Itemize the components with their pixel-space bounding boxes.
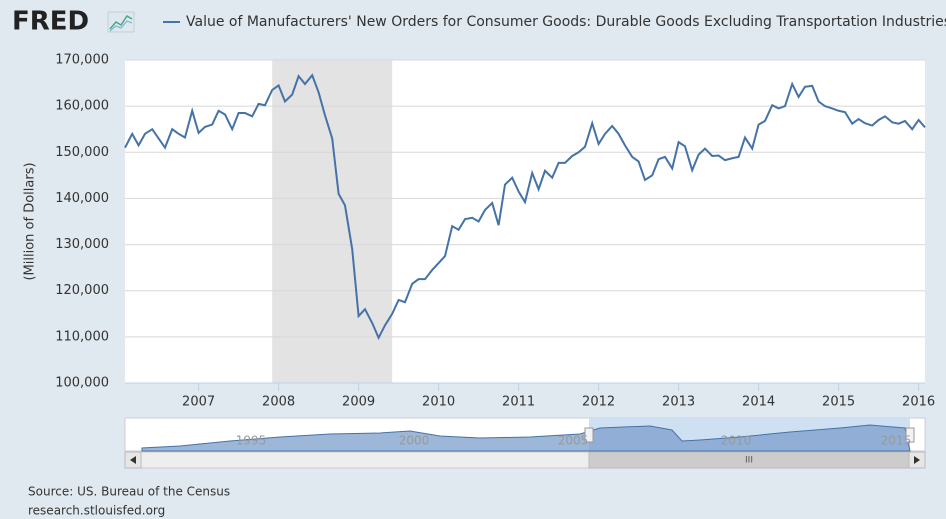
source: Source: US. Bureau of the Census [28, 485, 230, 499]
y-tick-label: 110,000 [55, 329, 109, 344]
arrow-right [914, 456, 920, 464]
website[interactable]: research.stlouisfed.org [28, 504, 165, 518]
navigator: III 1995 2000 2005 2010 2015 [124, 417, 926, 469]
y-tick-label: 120,000 [55, 283, 109, 298]
navigator-label: 2010 [721, 434, 752, 448]
navigator-handle[interactable] [584, 427, 594, 443]
navigator-label: 2000 [399, 434, 430, 448]
x-tick-label: 2010 [422, 395, 455, 410]
y-tick-label: 140,000 [55, 191, 109, 206]
navigator-label: 2005 [558, 434, 589, 448]
navigator-label: 2015 [881, 434, 912, 448]
logo-icon [107, 11, 135, 33]
y-tick-label: 150,000 [55, 145, 109, 160]
y-tick-label: 130,000 [55, 237, 109, 252]
scrollbar-grip: III [745, 456, 753, 466]
y-tick-label: 160,000 [55, 99, 109, 114]
recession-shade [272, 60, 393, 383]
x-tick-label: 2008 [262, 395, 295, 410]
x-tick-label: 2011 [502, 395, 535, 410]
x-tick-label: 2014 [742, 395, 775, 410]
y-tick-label: 100,000 [55, 376, 109, 391]
navigator-handle[interactable] [905, 427, 915, 443]
y-axis-label: (Million of Dollars) [23, 162, 38, 280]
y-tick-label: 170,000 [55, 53, 109, 68]
series-line [124, 73, 926, 341]
x-tick-label: 2009 [342, 395, 375, 410]
x-tick-label: 2015 [822, 395, 855, 410]
legend-label: Value of Manufacturers' New Orders for C… [186, 14, 946, 30]
navigator-label: 1995 [236, 434, 267, 448]
arrow-left [130, 456, 136, 464]
x-tick-label: 2016 [902, 395, 935, 410]
logo[interactable]: FRED [12, 7, 89, 37]
x-tick-label: 2007 [182, 395, 215, 410]
x-tick-label: 2012 [582, 395, 615, 410]
plot-area [125, 60, 925, 383]
x-tick-label: 2013 [662, 395, 695, 410]
